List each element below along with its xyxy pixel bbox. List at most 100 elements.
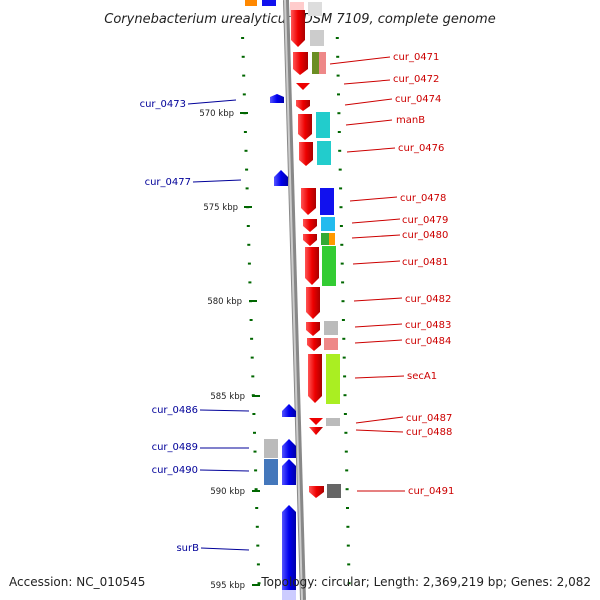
gene-label-cur-0484[interactable]: cur_0484 — [405, 336, 451, 347]
gene-arrow-cur-0473[interactable] — [270, 94, 284, 103]
gene-arrow-cur-0482[interactable] — [306, 287, 320, 319]
tick-dot — [344, 450, 348, 453]
tick-dot — [241, 55, 245, 58]
gene-label-cur-0478[interactable]: cur_0478 — [400, 193, 446, 204]
tick-dot — [253, 431, 256, 434]
tick-dot — [341, 319, 345, 321]
gene-arrow-manB[interactable] — [298, 114, 312, 140]
tick-dot — [242, 74, 246, 77]
category-bars — [310, 30, 341, 498]
tick-dot — [337, 131, 341, 133]
gene-arrow-cur-0483[interactable] — [306, 322, 320, 336]
genome-summary-text: Topology: circular; Length: 2,369,219 bp… — [260, 575, 591, 589]
gene-label-cur-0483[interactable]: cur_0483 — [405, 320, 451, 331]
kbp-label: 585 kbp — [210, 392, 245, 402]
gene-arrow-cur-0491[interactable] — [309, 486, 324, 498]
gene-arrow-cur-0481[interactable] — [305, 247, 319, 285]
gene-label-surB[interactable]: surB — [176, 543, 199, 554]
tick-dot — [341, 300, 345, 303]
tick-dot — [343, 375, 347, 378]
genome-backbone-highlight — [284, 0, 303, 600]
category-bar — [324, 338, 338, 350]
gene-arrow-cur-0486[interactable] — [282, 404, 296, 417]
gene-arrow-cur-0470[interactable] — [291, 10, 305, 47]
gene-label-cur-0490[interactable]: cur_0490 — [152, 465, 198, 476]
kbp-label: 575 kbp — [203, 203, 238, 213]
category-bar — [310, 30, 324, 46]
kbp-label: 590 kbp — [210, 487, 245, 497]
tick-dot — [242, 93, 246, 96]
gene-label-cur-0476[interactable]: cur_0476 — [398, 143, 444, 154]
category-bar — [312, 52, 319, 74]
gene-label-cur-0482[interactable]: cur_0482 — [405, 294, 451, 305]
tick-dot — [340, 262, 344, 265]
gene-arrow-cur-0471[interactable] — [293, 52, 308, 75]
tick-dot — [256, 544, 260, 547]
gene-label-cur-0477[interactable]: cur_0477 — [145, 177, 191, 188]
category-bar — [321, 233, 329, 245]
gene-arrow-cur-0489[interactable] — [282, 439, 296, 458]
tick-dot — [340, 243, 344, 246]
gene-label-cur-0486[interactable]: cur_0486 — [152, 405, 198, 416]
tick-dot — [338, 149, 342, 152]
category-bar — [264, 459, 278, 485]
tick-dot — [254, 469, 258, 472]
category-bar — [329, 233, 335, 245]
tick-dot — [345, 469, 349, 472]
category-bar — [324, 321, 338, 335]
tick-dot — [250, 356, 254, 359]
kbp-label: 570 kbp — [199, 109, 234, 119]
forward-genes — [291, 10, 324, 498]
gene-label-cur-0471[interactable]: cur_0471 — [393, 52, 439, 63]
tick-dot — [337, 93, 340, 96]
gene-arrow-cur-0488[interactable] — [309, 427, 323, 435]
gene-label-cur-0491[interactable]: cur_0491 — [408, 486, 454, 497]
tick-dot — [335, 37, 339, 39]
kbp-label: 595 kbp — [210, 581, 245, 591]
category-bar — [264, 439, 278, 458]
tick-dot — [338, 168, 342, 171]
category-bar — [326, 354, 340, 404]
gene-label-cur-0472[interactable]: cur_0472 — [393, 74, 439, 85]
tick-dot — [253, 450, 257, 453]
kbp-ticks: 570 kbp 575 kbp 580 kbp 585 kbp 590 kbp … — [199, 109, 260, 591]
tick-dot — [337, 112, 341, 115]
category-bar — [320, 188, 334, 215]
gene-arrow-cur-0474[interactable] — [296, 100, 310, 111]
tick-dot — [250, 337, 254, 340]
gene-label-cur-0480[interactable]: cur_0480 — [402, 230, 448, 241]
gene-label-manB[interactable]: manB — [396, 115, 425, 126]
tick-dot — [246, 225, 250, 227]
gene-label-secA1[interactable]: secA1 — [407, 371, 437, 382]
gene-label-cur-0487[interactable]: cur_0487 — [406, 413, 452, 424]
tick-dot — [249, 319, 253, 321]
gene-label-cur-0481[interactable]: cur_0481 — [402, 257, 448, 268]
gene-arrow-cur-0476[interactable] — [299, 142, 313, 166]
gene-label-cur-0488[interactable]: cur_0488 — [406, 427, 452, 438]
gene-arrow-cur-0479[interactable] — [303, 219, 317, 232]
tick-dot — [257, 582, 261, 585]
reverse-genes — [270, 94, 296, 600]
tick-dot — [345, 488, 349, 491]
gene-arrow-cur-0480[interactable] — [303, 234, 317, 246]
gene-arrow-secA1[interactable] — [308, 354, 322, 403]
gene-arrow-cur-0484[interactable] — [307, 338, 321, 351]
gene-arrow-cur-0478[interactable] — [301, 188, 316, 215]
category-bar — [319, 52, 326, 74]
gene-label-cur-0489[interactable]: cur_0489 — [152, 442, 198, 453]
gene-label-cur-0474[interactable]: cur_0474 — [395, 94, 441, 105]
tick-dots — [241, 37, 351, 585]
gene-label-cur-0479[interactable]: cur_0479 — [402, 215, 448, 226]
gene-label-cur-0473[interactable]: cur_0473 — [140, 99, 186, 110]
gene-arrow-cur-0487[interactable] — [309, 418, 323, 425]
gene-arrow-cur-0472[interactable] — [296, 83, 310, 90]
tick-dot — [251, 375, 255, 378]
gene-arrow-surB[interactable] — [282, 505, 296, 600]
tick-dot — [252, 413, 256, 415]
gene-arrow-cur-0477[interactable] — [274, 170, 288, 186]
tick-dot — [243, 131, 247, 133]
tick-dot — [245, 187, 249, 190]
tick-dot — [346, 544, 350, 547]
gene-arrow-cur-0490[interactable] — [282, 459, 296, 485]
